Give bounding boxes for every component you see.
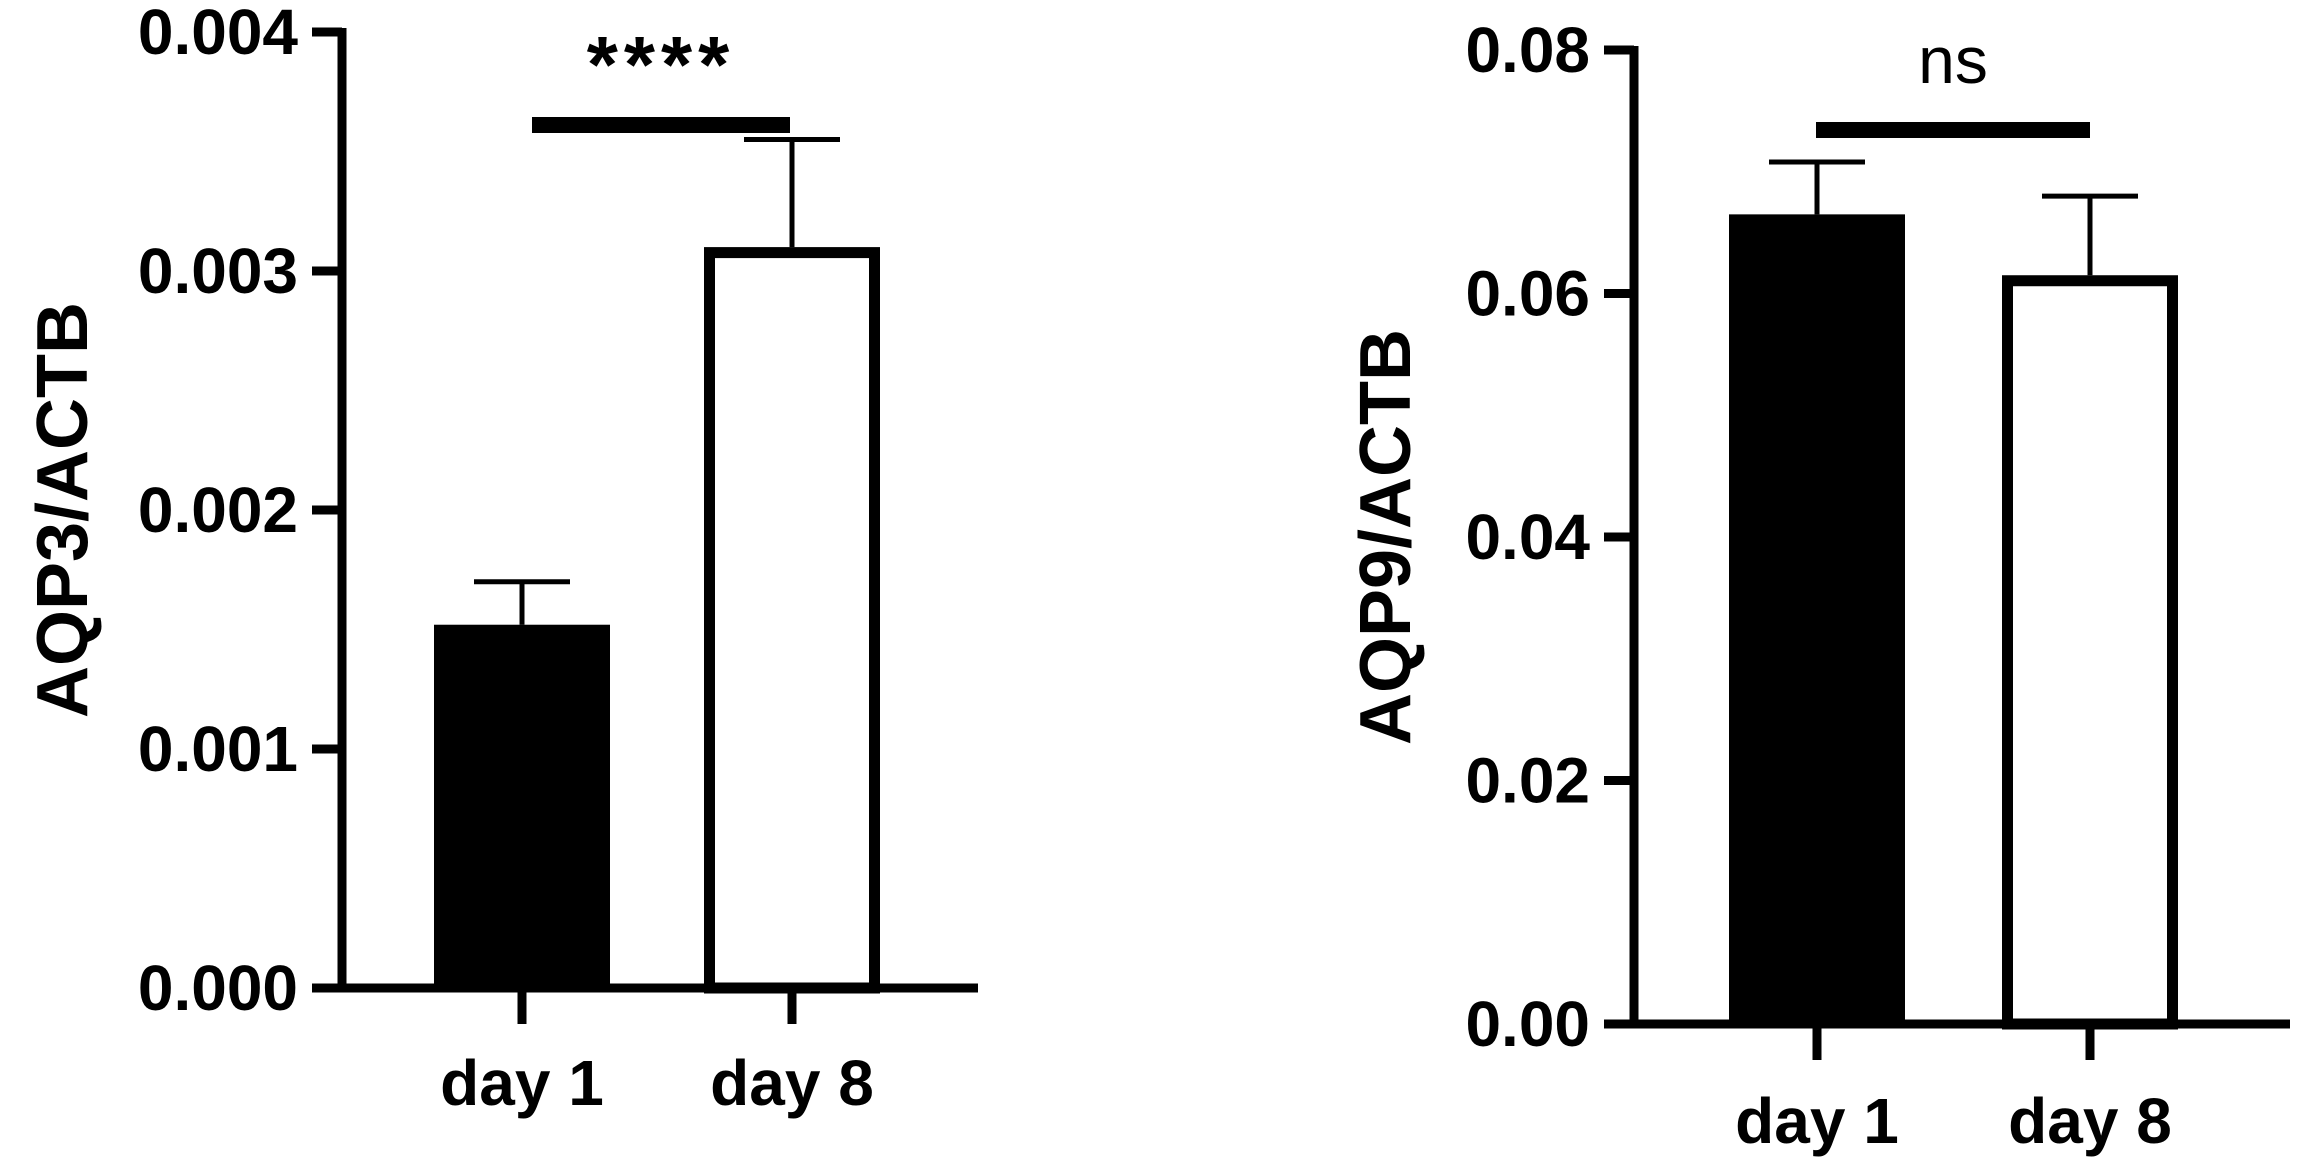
y-tick-label: 0.02 [1465,745,1590,817]
y-tick-label: 0.08 [1465,14,1590,86]
bar-day-8 [704,247,880,994]
y-tick-label: 0.004 [138,0,299,68]
y-tick-label: 0.04 [1465,501,1590,573]
y-tick-label: 0.000 [138,952,298,1024]
x-tick-label: day 8 [2008,1085,2172,1157]
y-tick-label: 0.00 [1465,988,1590,1060]
aqp9-chart-panel: day 1 day 8 0.00 0.02 0.04 0.06 0.08 AQP9/ACTB n… [1346,14,2290,1157]
y-tick-label: 0.001 [138,713,298,785]
significance-label: ns [1918,23,1988,97]
y-tick-label: 0.003 [138,235,298,307]
bar-day-1 [1729,214,1905,1025]
y-tick-label: 0.06 [1465,258,1590,330]
bar-day-8 [2002,275,2178,1030]
y-tick-label: 0.002 [138,474,298,546]
x-tick-label: day 1 [1735,1085,1899,1157]
y-axis-title: AQP9/ACTB [1346,329,1426,745]
x-tick-label: day 8 [710,1047,874,1119]
y-axis-title: AQP3/ACTB [23,302,103,718]
aqp3-chart-panel: day 1 day 8 0.000 0.001 0.002 0.003 0.004 AQP3/… [23,0,978,1119]
significance-label: **** [587,20,736,109]
bar-day-1 [434,624,610,988]
x-tick-label: day 1 [440,1047,604,1119]
